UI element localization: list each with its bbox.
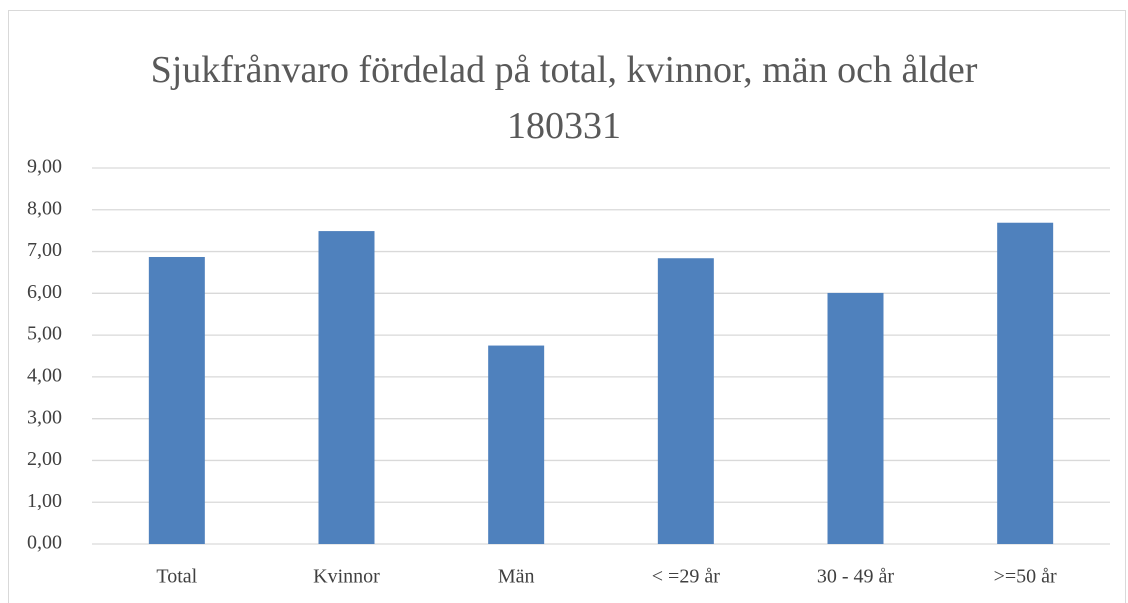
title-box: Sjukfrånvaro fördelad på total, kvinnor,… <box>0 42 1128 154</box>
x-tick-label: Kvinnor <box>313 566 380 588</box>
y-tick-label: 9,00 <box>27 156 62 178</box>
x-tick-label: >=50 år <box>994 566 1057 588</box>
y-tick-label: 4,00 <box>27 364 62 386</box>
bar <box>997 222 1054 544</box>
chart-title: Sjukfrånvaro fördelad på total, kvinnor,… <box>150 49 978 147</box>
y-tick-label: 2,00 <box>27 448 62 470</box>
y-tick-label: 6,00 <box>27 281 62 303</box>
x-tick-label: Total <box>156 566 197 588</box>
x-tick-label: Män <box>498 566 535 588</box>
bar <box>148 256 205 544</box>
x-tick-label: 30 - 49 år <box>817 566 895 588</box>
chart-border <box>8 10 1126 603</box>
bar <box>488 345 545 544</box>
x-tick-label: < =29 år <box>652 566 720 588</box>
bar <box>657 258 714 544</box>
bar <box>318 231 375 544</box>
y-tick-label: 5,00 <box>27 323 62 345</box>
y-tick-label: 7,00 <box>27 239 62 261</box>
y-tick-label: 0,00 <box>27 532 62 554</box>
y-tick-label: 8,00 <box>27 197 62 219</box>
y-tick-label: 1,00 <box>27 490 62 512</box>
bar <box>827 292 884 544</box>
y-tick-label: 3,00 <box>27 406 62 428</box>
